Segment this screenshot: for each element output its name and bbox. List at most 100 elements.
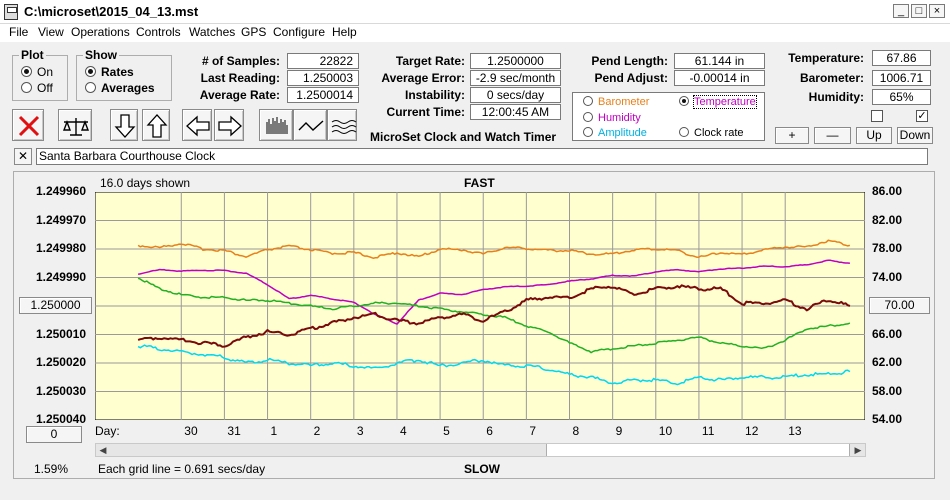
radio-selected-icon <box>21 66 32 77</box>
radio-selected-icon <box>679 96 689 106</box>
day-tick-label: 4 <box>399 424 407 438</box>
y-left-tick: 1.249990 <box>35 270 86 284</box>
y-right-tick: 66.00 <box>872 327 903 341</box>
y-right-tick: 78.00 <box>872 241 903 255</box>
humidity-value: 65% <box>872 89 931 105</box>
chart-horizontal-scrollbar[interactable]: ◀ ▶ <box>95 443 866 457</box>
scroll-right-button[interactable] <box>214 109 244 141</box>
red-x-icon <box>18 115 40 137</box>
option-checkbox-2[interactable]: ✓ <box>916 110 928 122</box>
line-graph-button[interactable] <box>293 109 327 141</box>
show-rates-radio[interactable]: Rates <box>85 65 134 79</box>
menu-controls[interactable]: Controls <box>136 25 181 39</box>
days-shown-label: 16.0 days shown <box>100 176 191 190</box>
samples-value: 22822 <box>287 53 359 69</box>
wave-lines-icon <box>331 120 357 134</box>
day-tick-label: 8 <box>572 424 580 438</box>
close-button[interactable]: × <box>929 4 945 18</box>
calibrate-button[interactable] <box>58 109 92 141</box>
target-rate-label: Target Rate: <box>395 54 465 68</box>
param-humidity-radio[interactable]: Humidity <box>583 112 641 124</box>
day-tick-label: 6 <box>486 424 493 438</box>
scale-up-button[interactable]: Up <box>856 127 892 144</box>
arrow-right-icon <box>218 115 242 137</box>
temperature-label: Temperature: <box>788 51 864 65</box>
temp-center-button[interactable]: 70.00 <box>869 297 930 314</box>
chart-panel: 16.0 days shown FAST SLOW Each grid line… <box>13 171 935 479</box>
y-left-tick: 1.250030 <box>35 384 86 398</box>
menu-operations[interactable]: Operations <box>71 25 130 39</box>
y-right-tick: 62.00 <box>872 355 903 369</box>
scroll-left-arrow-icon[interactable]: ◀ <box>99 445 107 455</box>
menu-file[interactable]: File <box>9 25 29 39</box>
show-rates-label: Rates <box>101 65 134 79</box>
series-line-1 <box>137 259 851 325</box>
show-averages-radio[interactable]: Averages <box>85 81 155 95</box>
plot-off-radio[interactable]: Off <box>21 81 53 95</box>
param-amplitude-radio[interactable]: Amplitude <box>583 127 647 139</box>
pend-length-value: 61.144 in <box>674 53 765 69</box>
scroll-left-button[interactable] <box>182 109 212 141</box>
menu-view[interactable]: View <box>38 25 64 39</box>
move-up-button[interactable] <box>142 109 170 141</box>
barometer-value: 1006.71 <box>872 70 931 86</box>
humidity-label: Humidity: <box>808 90 864 104</box>
series-line-4 <box>137 284 851 348</box>
app-icon <box>4 4 18 20</box>
rate-chart <box>95 192 865 420</box>
parameter-select-panel: Barometer Temperature Humidity Amplitude… <box>572 92 765 141</box>
minimize-button[interactable]: _ <box>893 4 909 18</box>
day-tick-label: 30 <box>184 424 198 438</box>
y-right-tick: 86.00 <box>872 184 903 198</box>
radio-icon <box>21 82 32 93</box>
day-tick-label: 11 <box>701 424 715 438</box>
scroll-thumb[interactable] <box>546 444 850 456</box>
clear-button[interactable] <box>12 109 44 141</box>
day-tick-label: 10 <box>658 424 673 438</box>
instability-label: Instability: <box>404 88 465 102</box>
window-title: C:\microset\2015_04_13.mst <box>24 4 199 19</box>
param-barometer-radio[interactable]: Barometer <box>583 96 649 108</box>
location-field[interactable]: Santa Barbara Courthouse Clock <box>36 148 928 165</box>
pend-length-label: Pend Length: <box>591 54 668 68</box>
menu-configure[interactable]: Configure <box>273 25 326 39</box>
zero-button[interactable]: 0 <box>26 426 82 443</box>
plot-on-label: On <box>37 65 54 79</box>
smooth-graph-button[interactable] <box>327 109 357 141</box>
location-clear-button[interactable]: ✕ <box>14 148 32 165</box>
percent-label: 1.59% <box>34 462 69 476</box>
radio-icon <box>583 96 593 106</box>
y-left-tick: 1.249960 <box>35 184 86 198</box>
scale-down-button[interactable]: Down <box>897 127 933 144</box>
target-rate-value: 1.2500000 <box>470 53 561 69</box>
balance-scale-icon <box>62 118 90 136</box>
menu-help[interactable]: Help <box>332 25 357 39</box>
radio-icon <box>583 127 593 137</box>
last-reading-value: 1.250003 <box>287 70 359 86</box>
plot-on-radio[interactable]: On <box>21 65 53 79</box>
menu-gps[interactable]: GPS <box>241 25 267 39</box>
plot-group: Plot On Off <box>12 48 68 101</box>
move-down-button[interactable] <box>110 109 138 141</box>
temperature-value: 67.86 <box>872 50 931 66</box>
scroll-right-arrow-icon[interactable]: ▶ <box>854 445 862 455</box>
rate-center-button[interactable]: 1.250000 <box>19 297 92 314</box>
y-left-tick: 1.250010 <box>35 327 86 341</box>
average-rate-label: Average Rate: <box>199 88 280 102</box>
day-tick-label: 31 <box>227 424 241 438</box>
maximize-button[interactable]: □ <box>911 4 927 18</box>
series-line-3 <box>137 344 851 386</box>
menu-watches[interactable]: Watches <box>189 25 236 39</box>
arrow-left-icon <box>186 115 210 137</box>
last-reading-label: Last Reading: <box>200 71 280 85</box>
param-temperature-radio[interactable]: Temperature <box>679 95 757 109</box>
option-checkbox-1[interactable] <box>871 110 883 122</box>
scale-minus-button[interactable]: — <box>814 127 851 144</box>
scale-plus-button[interactable]: + <box>775 127 809 144</box>
y-right-tick: 82.00 <box>872 213 903 227</box>
param-clockrate-radio[interactable]: Clock rate <box>679 127 744 139</box>
barometer-label: Barometer: <box>799 71 864 85</box>
histogram-button[interactable] <box>259 109 293 141</box>
arrow-down-icon <box>114 114 136 138</box>
average-error-label: Average Error: <box>381 71 465 85</box>
